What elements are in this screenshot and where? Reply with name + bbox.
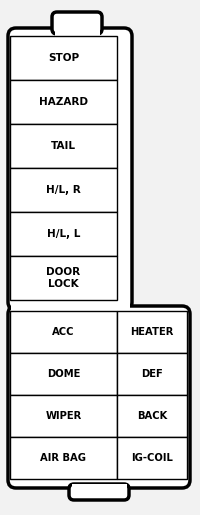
Bar	[10, 124, 117, 168]
Text: H/L, R: H/L, R	[46, 185, 81, 195]
Bar	[117, 311, 187, 353]
Bar	[10, 36, 117, 80]
Bar	[54, 27, 100, 37]
Bar	[10, 353, 117, 395]
Bar	[10, 395, 117, 437]
Bar	[10, 212, 117, 256]
Bar	[10, 168, 117, 212]
Text: WIPER: WIPER	[45, 411, 82, 421]
Bar	[10, 437, 117, 479]
Bar	[117, 353, 187, 395]
FancyBboxPatch shape	[52, 12, 102, 34]
Text: DOOR
LOCK: DOOR LOCK	[46, 267, 81, 289]
Text: H/L, L: H/L, L	[47, 229, 80, 239]
FancyBboxPatch shape	[8, 306, 190, 488]
Bar	[72, 484, 127, 490]
Bar	[117, 395, 187, 437]
FancyBboxPatch shape	[8, 28, 132, 310]
Text: AIR BAG: AIR BAG	[40, 453, 86, 463]
Text: ACC: ACC	[52, 327, 75, 337]
Text: BACK: BACK	[137, 411, 167, 421]
Text: IG-COIL: IG-COIL	[131, 453, 173, 463]
Bar	[117, 437, 187, 479]
Bar	[10, 311, 117, 353]
Bar	[10, 256, 117, 300]
Text: STOP: STOP	[48, 53, 79, 63]
Text: TAIL: TAIL	[51, 141, 76, 151]
FancyBboxPatch shape	[69, 484, 129, 500]
Text: DEF: DEF	[141, 369, 163, 379]
Text: DOME: DOME	[47, 369, 80, 379]
Text: HAZARD: HAZARD	[39, 97, 88, 107]
Text: HEATER: HEATER	[130, 327, 174, 337]
Bar	[10, 80, 117, 124]
Bar	[10, 302, 130, 316]
